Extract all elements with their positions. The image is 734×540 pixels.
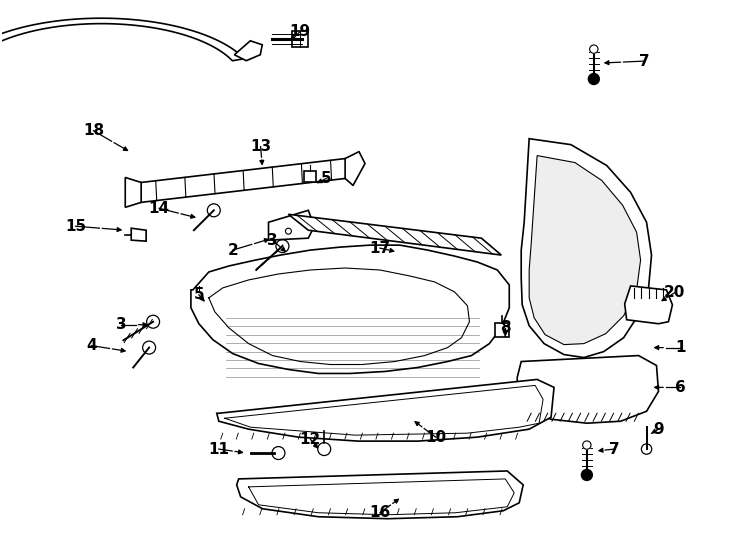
Polygon shape (191, 245, 509, 374)
Text: 3: 3 (267, 233, 277, 248)
Text: 20: 20 (664, 285, 685, 300)
Polygon shape (236, 471, 523, 519)
Text: 13: 13 (250, 139, 271, 154)
Polygon shape (0, 18, 244, 68)
Polygon shape (495, 323, 509, 336)
Polygon shape (126, 178, 141, 207)
Text: 9: 9 (653, 422, 664, 437)
Text: 11: 11 (208, 442, 229, 457)
Text: 7: 7 (609, 442, 620, 457)
Circle shape (589, 73, 599, 84)
Circle shape (583, 441, 591, 449)
Polygon shape (292, 31, 308, 47)
Circle shape (581, 469, 592, 481)
Polygon shape (131, 228, 146, 241)
Text: 14: 14 (148, 201, 170, 216)
Polygon shape (521, 139, 652, 357)
Polygon shape (269, 210, 314, 240)
Text: 18: 18 (83, 123, 104, 138)
Polygon shape (234, 41, 262, 60)
Text: 10: 10 (425, 430, 446, 444)
Polygon shape (141, 159, 345, 202)
Text: 2: 2 (228, 242, 238, 258)
Text: 15: 15 (65, 219, 86, 234)
Polygon shape (305, 171, 316, 183)
Text: 16: 16 (369, 505, 390, 520)
Text: 5: 5 (194, 287, 204, 302)
Polygon shape (529, 156, 641, 345)
Text: 5: 5 (321, 171, 332, 186)
Polygon shape (517, 355, 658, 423)
Text: 4: 4 (86, 338, 97, 353)
Text: 6: 6 (675, 380, 686, 395)
Polygon shape (625, 286, 672, 323)
Text: 19: 19 (290, 24, 311, 39)
Text: 7: 7 (639, 53, 650, 69)
Polygon shape (288, 214, 501, 255)
Polygon shape (193, 292, 205, 304)
Text: 3: 3 (116, 317, 126, 332)
Text: 1: 1 (675, 340, 686, 355)
Text: 17: 17 (369, 241, 390, 255)
Circle shape (589, 45, 598, 53)
Polygon shape (217, 380, 554, 441)
Text: 8: 8 (500, 320, 511, 335)
Text: 12: 12 (299, 431, 321, 447)
